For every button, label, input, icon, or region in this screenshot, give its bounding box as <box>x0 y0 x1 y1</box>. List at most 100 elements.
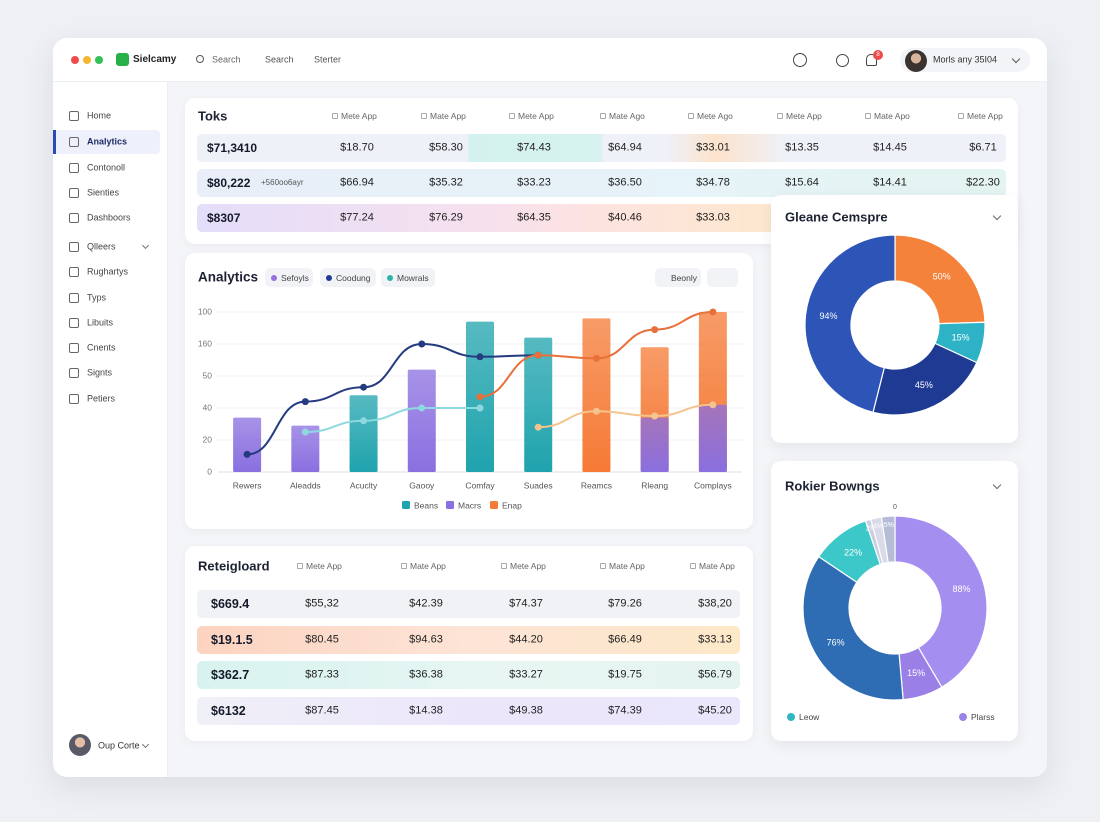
row-value: $18.70 <box>340 141 374 154</box>
chip-label: Coodung <box>336 272 371 283</box>
sidebar-item[interactable]: Typs <box>87 292 107 303</box>
column-checkbox <box>421 113 427 119</box>
filter-button[interactable] <box>655 268 701 287</box>
row-value: $15.64 <box>785 176 819 189</box>
filter-chip[interactable] <box>265 268 313 287</box>
search-icon <box>196 55 204 63</box>
bell-button[interactable] <box>866 54 877 66</box>
table-title: Reteigloard <box>198 558 270 574</box>
row-value: $74.37 <box>509 597 543 610</box>
table-title: Toks <box>198 108 228 124</box>
sidebar-item[interactable]: Analytics <box>87 136 128 147</box>
search-input[interactable]: Search <box>212 54 241 65</box>
sidebar-icon <box>69 163 79 173</box>
column-header: Mate Ago <box>609 110 645 121</box>
sidebar-item[interactable]: Sienties <box>87 187 120 198</box>
table-row <box>197 169 1006 197</box>
row-value: $40.46 <box>608 211 642 224</box>
row-value: $66.49 <box>608 633 642 646</box>
row-value: $36.50 <box>608 176 642 189</box>
column-checkbox <box>332 113 338 119</box>
row-value: $80.45 <box>305 633 339 646</box>
row-value: $74.43 <box>517 141 551 154</box>
sidebar-item[interactable]: Rughartys <box>87 266 129 277</box>
sidebar-icon <box>69 242 79 252</box>
sidebar-icon <box>69 137 79 147</box>
donut-card <box>771 461 1018 741</box>
chart-title: Analytics <box>198 269 259 285</box>
row-value: $19.75 <box>608 668 642 681</box>
chip-icon <box>271 275 277 281</box>
sidebar-item[interactable]: Libuits <box>87 317 114 328</box>
sidebar-item[interactable]: Qlleers <box>87 241 116 252</box>
row-value: $42.39 <box>409 597 443 610</box>
sidebar-item[interactable]: Contonoll <box>87 162 126 173</box>
column-header: Mate App <box>430 110 466 121</box>
row-total: $362.7 <box>211 667 250 682</box>
row-value: $13.35 <box>785 141 819 154</box>
row-value: $33.23 <box>517 176 551 189</box>
row-value: $33.13 <box>698 633 732 646</box>
column-checkbox <box>401 563 407 569</box>
filter-chip[interactable] <box>320 268 376 287</box>
brand-name: Sielcamy <box>133 54 177 65</box>
column-checkbox <box>865 113 871 119</box>
donut-card <box>771 195 1018 443</box>
row-value: $33.01 <box>696 141 730 154</box>
sidebar-icon <box>69 318 79 328</box>
add-button[interactable] <box>793 53 807 67</box>
column-header: Mate Apo <box>874 110 910 121</box>
active-item <box>53 130 160 154</box>
column-header: Mete App <box>786 110 822 121</box>
sidebar <box>53 82 168 777</box>
row-value: $35.32 <box>429 176 463 189</box>
user-avatar <box>905 50 927 72</box>
column-header: Mete App <box>518 110 554 121</box>
row-value: $66.94 <box>340 176 374 189</box>
row-value: $14.38 <box>409 704 443 717</box>
row-total: $669.4 <box>211 596 250 611</box>
chip-label: Mowrals <box>397 272 429 283</box>
chat-button[interactable] <box>836 54 849 67</box>
window-dot <box>95 56 103 64</box>
row-value: $76.29 <box>429 211 463 224</box>
column-header: Mete App <box>341 110 377 121</box>
sidebar-item[interactable]: Dashboors <box>87 212 131 223</box>
row-total: $80,222 <box>207 176 251 190</box>
row-value: $49.38 <box>509 704 543 717</box>
window-dot <box>83 56 91 64</box>
legend-label: Leow <box>799 711 820 722</box>
row-value: $33.03 <box>696 211 730 224</box>
options-button[interactable] <box>707 268 738 287</box>
notification-badge <box>873 50 883 60</box>
column-checkbox <box>297 563 303 569</box>
sidebar-item[interactable]: Signts <box>87 367 113 378</box>
row-value: $79.26 <box>608 597 642 610</box>
column-header: Mete App <box>967 110 1003 121</box>
sidebar-item[interactable]: Cnents <box>87 342 116 353</box>
table-row <box>197 661 740 689</box>
footer-avatar <box>69 734 91 756</box>
filter-chip[interactable] <box>381 268 435 287</box>
column-header: Mete App <box>510 560 546 571</box>
row-value: $58.30 <box>429 141 463 154</box>
row-value: $55,32 <box>305 597 339 610</box>
column-header: Mate App <box>410 560 446 571</box>
nav-link[interactable]: Sterter <box>314 54 342 65</box>
sidebar-item[interactable]: Petiers <box>87 393 116 404</box>
sidebar-icon <box>69 213 79 223</box>
column-checkbox <box>509 113 515 119</box>
sidebar-item[interactable]: Home <box>87 110 112 121</box>
row-note: +560oo6ayr <box>261 178 304 187</box>
sidebar-icon <box>69 188 79 198</box>
table-row <box>197 134 1006 162</box>
column-checkbox <box>600 113 606 119</box>
column-header: Mete Ago <box>697 110 733 121</box>
user-name: Morls any 35I04 <box>933 54 998 65</box>
row-value: $36.38 <box>409 668 443 681</box>
row-value: $64.35 <box>517 211 551 224</box>
search-button[interactable]: Search <box>265 54 294 65</box>
row-value: $87.33 <box>305 668 339 681</box>
footer-user[interactable]: Oup Corte <box>98 740 140 751</box>
